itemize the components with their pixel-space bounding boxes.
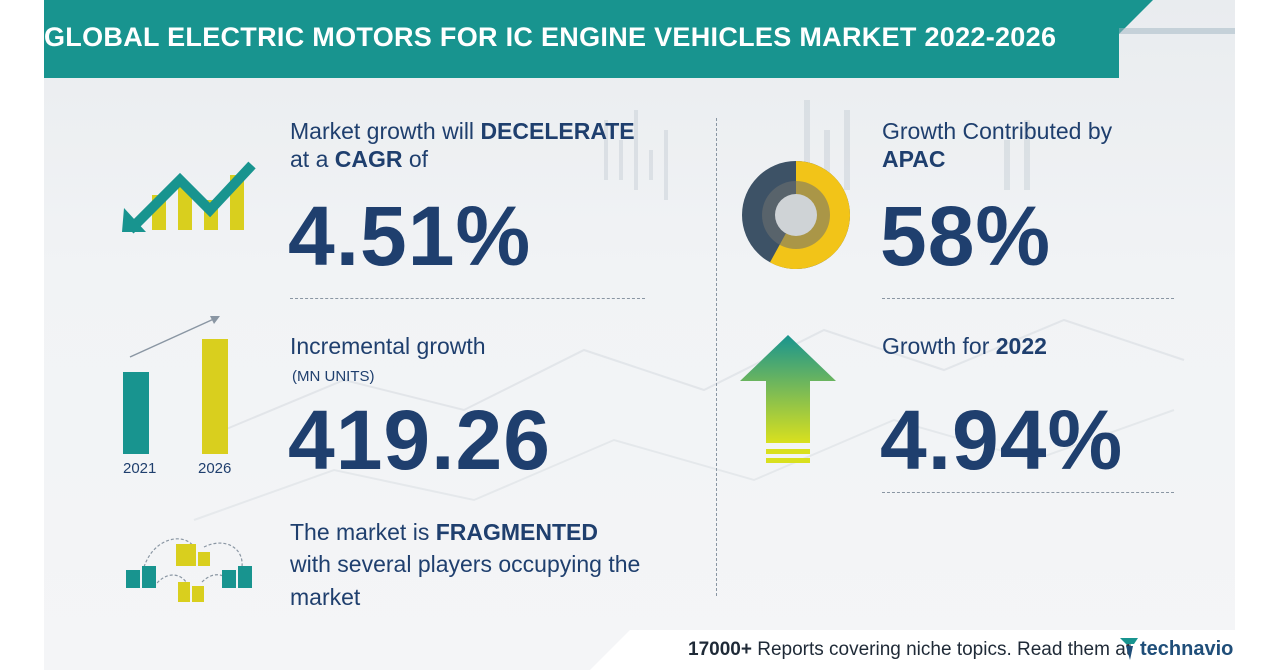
background-graphic xyxy=(193,100,1185,521)
region-value: 58% xyxy=(880,189,1052,283)
divider xyxy=(882,298,1174,299)
incremental-bar-icon xyxy=(123,316,228,454)
divider xyxy=(882,492,1174,493)
title-banner-tail xyxy=(1075,0,1153,78)
growth-year: 2022 xyxy=(995,333,1047,359)
cagr-trend-word: DECELERATE xyxy=(480,118,635,144)
market-line-3: market xyxy=(290,584,361,610)
footer-line: 17000+ Reports covering niche topics. Re… xyxy=(688,639,1131,661)
cagr-line-1-text: Market growth will xyxy=(290,118,481,144)
growth-year-value: 4.94% xyxy=(880,393,1124,487)
page-title: GLOBAL ELECTRIC MOTORS FOR IC ENGINE VEH… xyxy=(44,22,1057,52)
cagr-line-2-suffix: of xyxy=(402,146,429,172)
year-start-label: 2021 xyxy=(123,460,157,477)
cagr-line-1: Market growth will DECELERATE xyxy=(290,118,635,145)
fragmented-market-icon xyxy=(126,538,252,602)
footer-text: Reports covering niche topics. Read them… xyxy=(751,639,1132,660)
footer-bar xyxy=(630,630,1235,670)
title-banner-shadow xyxy=(1119,28,1235,34)
infographic-background xyxy=(44,0,1235,670)
incremental-label: Incremental growth xyxy=(290,333,486,359)
growth-year-line: Growth for 2022 xyxy=(882,333,1047,360)
report-count: 17000+ xyxy=(688,639,752,660)
technavio-logo[interactable]: technavio xyxy=(1140,638,1234,660)
cagr-line-2-prefix: at a xyxy=(290,146,335,172)
donut-chart-icon xyxy=(742,161,850,269)
incremental-value: 419.26 xyxy=(288,393,551,487)
vertical-divider xyxy=(716,118,717,596)
region-name: APAC xyxy=(882,146,946,172)
cagr-keyword: CAGR xyxy=(334,146,403,172)
title-banner xyxy=(44,0,1119,78)
market-structure-word: FRAGMENTED xyxy=(435,519,598,545)
market-line-1-text: The market is xyxy=(290,519,436,545)
technavio-logo-icon xyxy=(1120,638,1138,660)
region-label: Growth Contributed by xyxy=(882,118,1113,144)
market-line-1: The market is FRAGMENTED xyxy=(290,519,598,546)
incremental-unit: (MN UNITS) xyxy=(292,368,375,385)
up-arrow-icon xyxy=(740,335,836,463)
cagr-value: 4.51% xyxy=(288,189,532,283)
divider xyxy=(290,298,645,299)
footer-fold xyxy=(590,630,630,670)
year-end-label: 2026 xyxy=(198,460,232,477)
cagr-line-2: at a CAGR of xyxy=(290,146,428,173)
market-line-2: with several players occupying the xyxy=(290,551,641,577)
growth-year-label: Growth for xyxy=(882,333,996,359)
decline-chart-icon xyxy=(122,161,256,234)
